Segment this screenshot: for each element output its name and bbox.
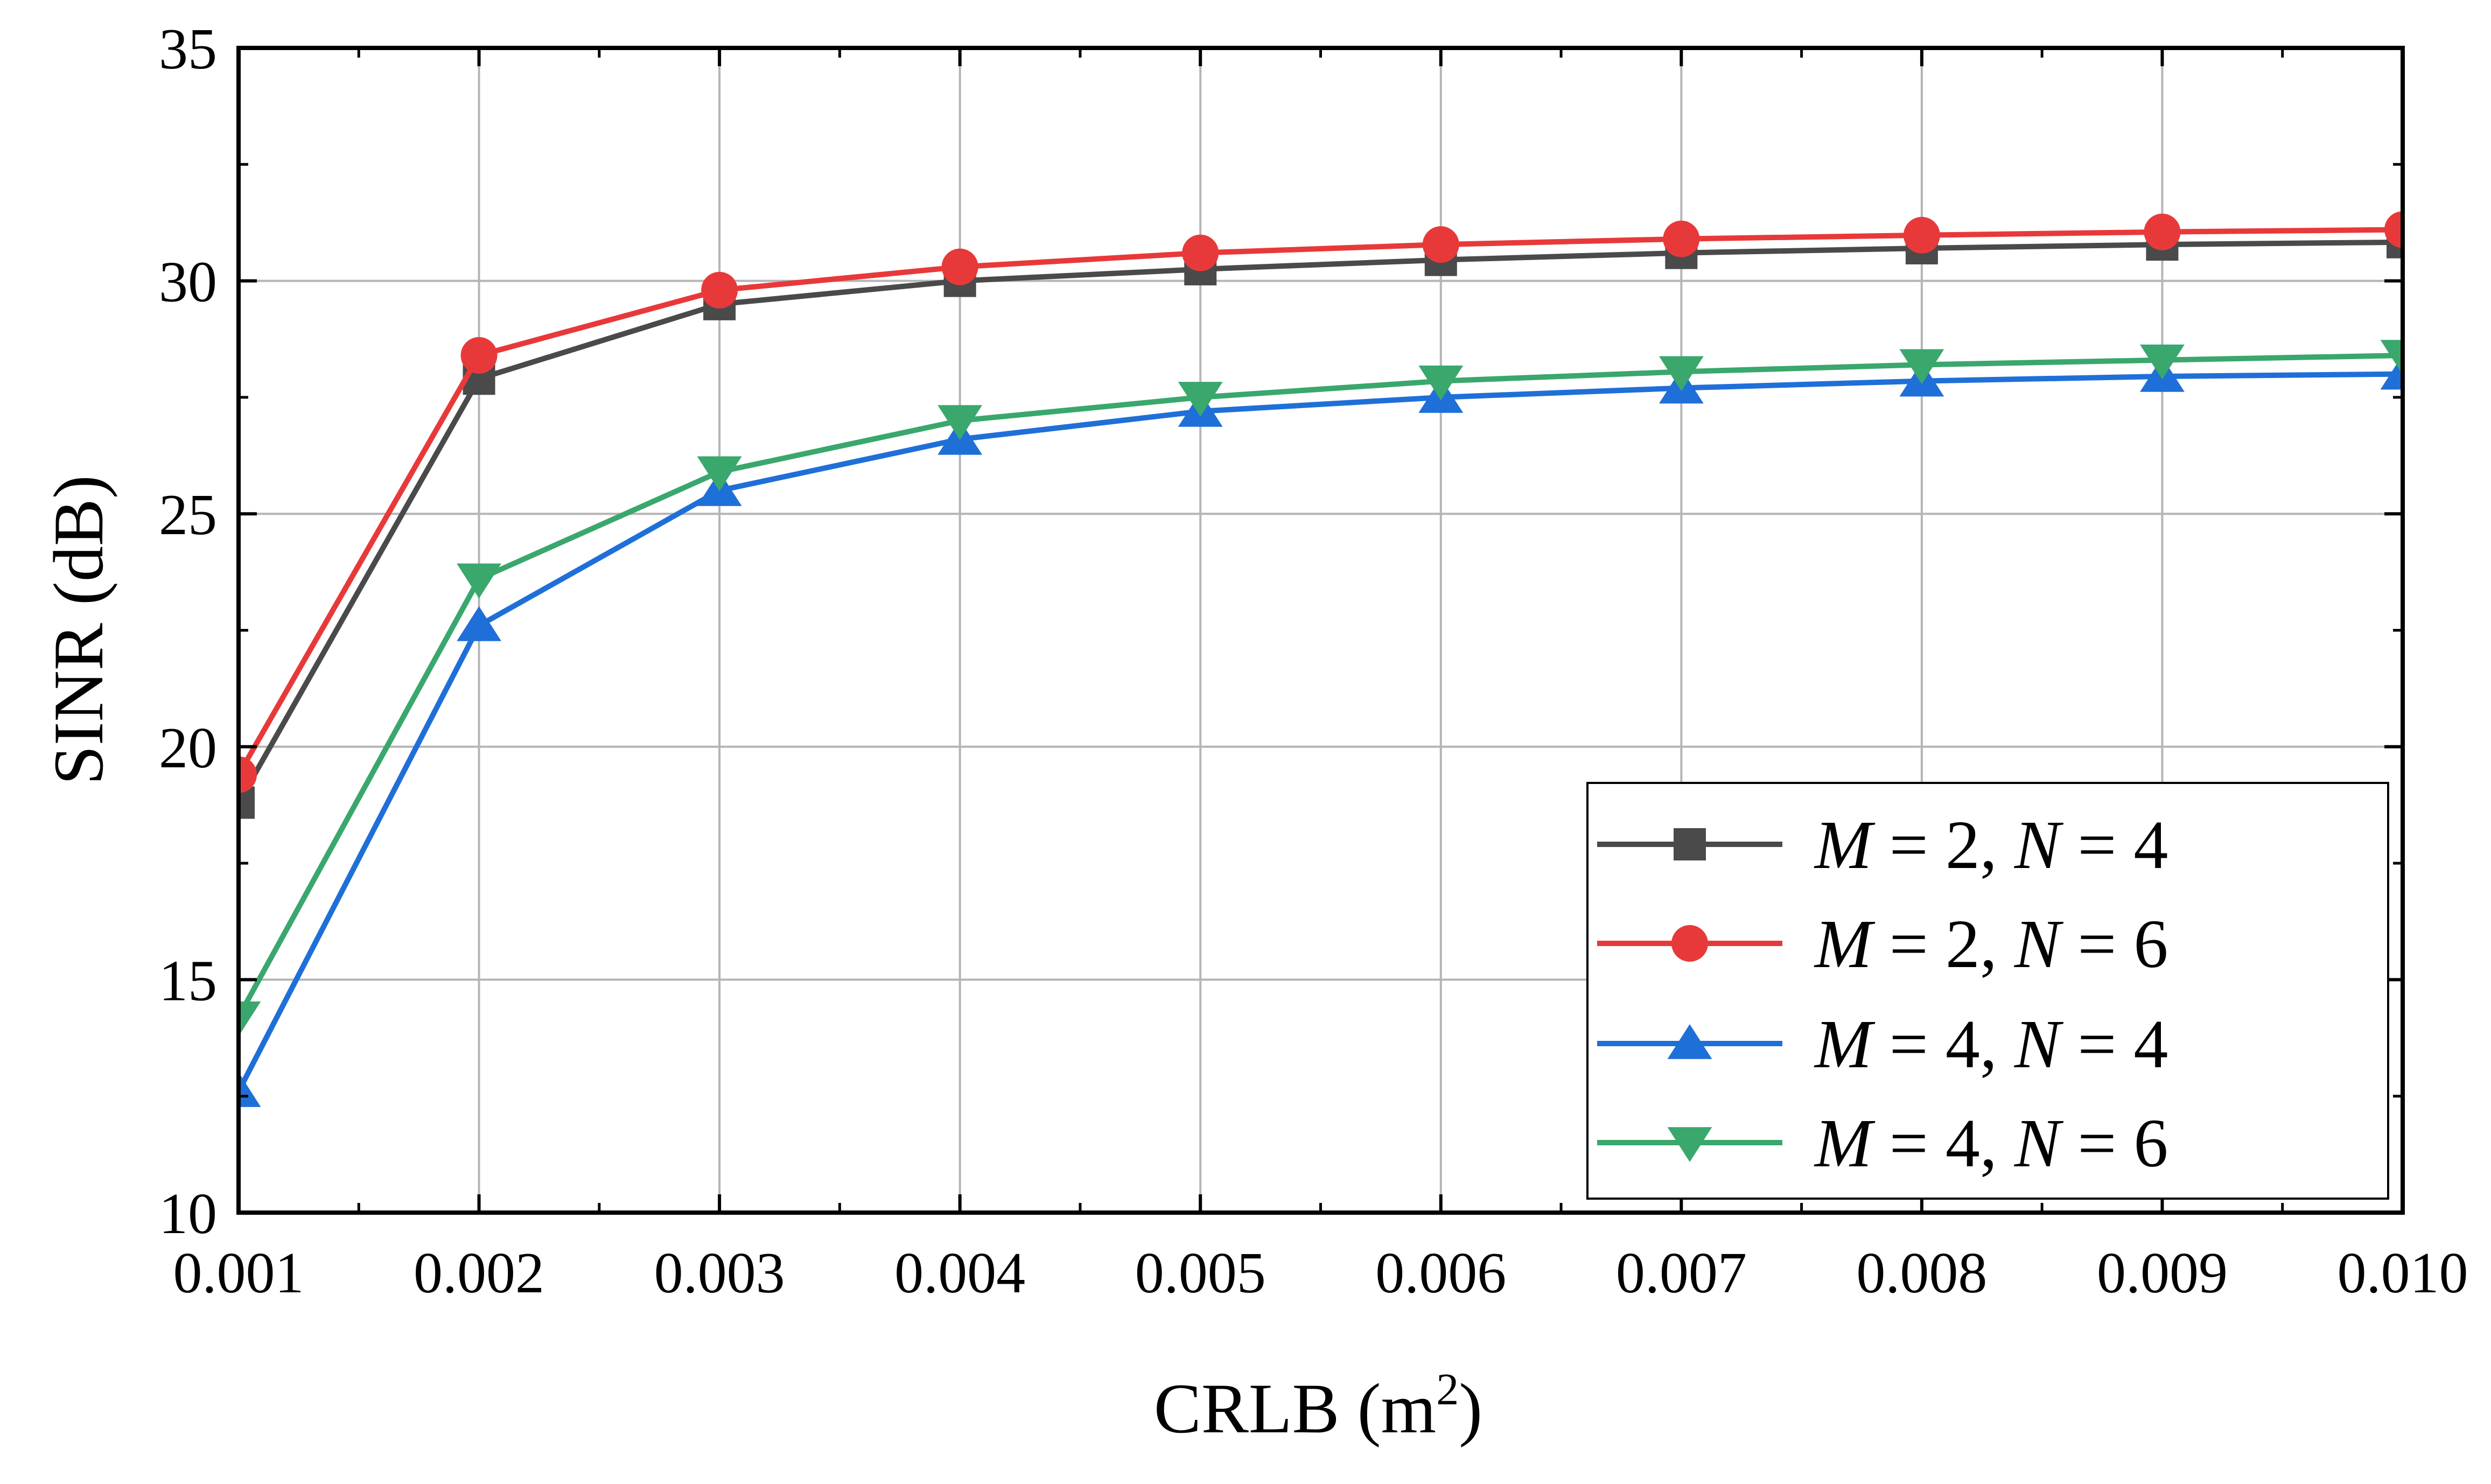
data-point — [457, 563, 501, 599]
data-point — [2140, 344, 2185, 380]
x-tick-label: 0.008 — [1856, 1241, 1987, 1305]
series-2 — [239, 211, 2403, 793]
data-point — [239, 1001, 261, 1037]
data-point — [1663, 220, 1700, 257]
x-tick-label: 0.009 — [2097, 1241, 2228, 1305]
axis-tick-labels: 0.001 0.002 0.003 0.004 0.005 0.006 0.007 0.008… — [159, 17, 2468, 1305]
series-3 — [239, 354, 2403, 1107]
x-tick-label: 0.002 — [414, 1241, 544, 1305]
legend-var-m: M — [1814, 807, 1876, 883]
data-point — [1659, 356, 1704, 391]
data-point — [701, 271, 738, 309]
legend-eq-m: = 2, — [1872, 807, 2014, 883]
data-point — [239, 1072, 261, 1107]
x-tick-label: 0.003 — [654, 1241, 785, 1305]
y-tick-label: 15 — [159, 949, 217, 1013]
data-point — [941, 248, 978, 285]
legend-marker — [1674, 828, 1706, 860]
series-line — [239, 227, 2403, 776]
data-point — [1422, 226, 1459, 263]
x-tick-label: 0.001 — [173, 1241, 304, 1305]
legend-eq-n: = 6 — [2060, 1105, 2168, 1181]
legend-label: M = 4, N = 4 — [1814, 1006, 2168, 1082]
legend-label: M = 2, N = 6 — [1814, 906, 2168, 982]
data-point — [1182, 234, 1219, 271]
x-tick-label: 0.005 — [1135, 1241, 1266, 1305]
data-point — [2380, 354, 2403, 390]
y-tick-label: 20 — [159, 716, 217, 780]
legend-label: M = 4, N = 6 — [1814, 1105, 2168, 1181]
legend-var-n: N — [2014, 1105, 2064, 1181]
x-axis-title-main: CRLB (m — [1154, 1369, 1436, 1448]
data-point — [2384, 211, 2403, 248]
legend-marker — [1671, 925, 1708, 962]
legend-eq-m: = 4, — [1872, 1105, 2014, 1181]
legend-marker — [1667, 1024, 1712, 1059]
axis-ticks — [237, 46, 2404, 1214]
x-axis-title: CRLB (m2) — [1154, 1364, 1482, 1448]
legend-box — [1586, 782, 2389, 1200]
legend-marker — [1667, 1127, 1712, 1162]
legend-var-n: N — [2014, 807, 2064, 883]
legend-label: M = 2, N = 4 — [1814, 807, 2168, 883]
data-point — [2380, 340, 2403, 375]
x-tick-label: 0.004 — [894, 1241, 1025, 1305]
data-point — [457, 606, 501, 641]
y-tick-label: 10 — [159, 1182, 217, 1246]
legend-var-n: N — [2014, 906, 2064, 982]
series-layer — [239, 211, 2403, 1107]
legend-item: M = 2, N = 6 — [1597, 906, 2168, 982]
data-point — [1899, 349, 1944, 384]
data-point — [1418, 365, 1464, 401]
legend-eq-m: = 2, — [1872, 906, 2014, 982]
legend-eq-n: = 6 — [2060, 906, 2168, 982]
legend-items: M = 2, N = 4M = 2, N = 6M = 4, N = 4M = … — [1597, 807, 2168, 1181]
series-4 — [239, 340, 2403, 1037]
legend: M = 2, N = 4M = 2, N = 6M = 4, N = 4M = … — [1586, 782, 2389, 1200]
data-point — [1178, 382, 1223, 417]
legend-var-m: M — [1814, 906, 1876, 982]
x-axis-title-suffix: ) — [1459, 1369, 1482, 1448]
x-axis-title-superscript: 2 — [1436, 1364, 1459, 1415]
x-tick-label: 0.010 — [2338, 1241, 2468, 1305]
y-tick-label: 25 — [159, 483, 217, 547]
series-line — [239, 239, 2403, 804]
y-tick-label: 35 — [159, 17, 217, 81]
data-point — [239, 756, 257, 793]
x-tick-label: 0.007 — [1616, 1241, 1747, 1305]
data-point — [2144, 213, 2181, 250]
legend-eq-n: = 4 — [2060, 807, 2168, 883]
series-line — [239, 371, 2403, 1093]
legend-item: M = 4, N = 4 — [1597, 1006, 2168, 1082]
data-point — [460, 337, 498, 374]
legend-var-m: M — [1814, 1006, 1876, 1082]
legend-item: M = 4, N = 6 — [1597, 1105, 2168, 1181]
legend-item: M = 2, N = 4 — [1597, 807, 2168, 883]
y-tick-label: 30 — [159, 250, 217, 314]
legend-var-n: N — [2014, 1006, 2064, 1082]
series-line — [239, 353, 2403, 1019]
data-point — [1903, 216, 1940, 254]
data-point — [697, 456, 742, 492]
data-point — [937, 405, 983, 440]
x-tick-label: 0.006 — [1375, 1241, 1506, 1305]
legend-eq-m: = 4, — [1872, 1006, 2014, 1082]
legend-eq-n: = 4 — [2060, 1006, 2168, 1082]
legend-var-m: M — [1814, 1105, 1876, 1181]
y-axis-title: SINR (dB) — [39, 475, 118, 785]
